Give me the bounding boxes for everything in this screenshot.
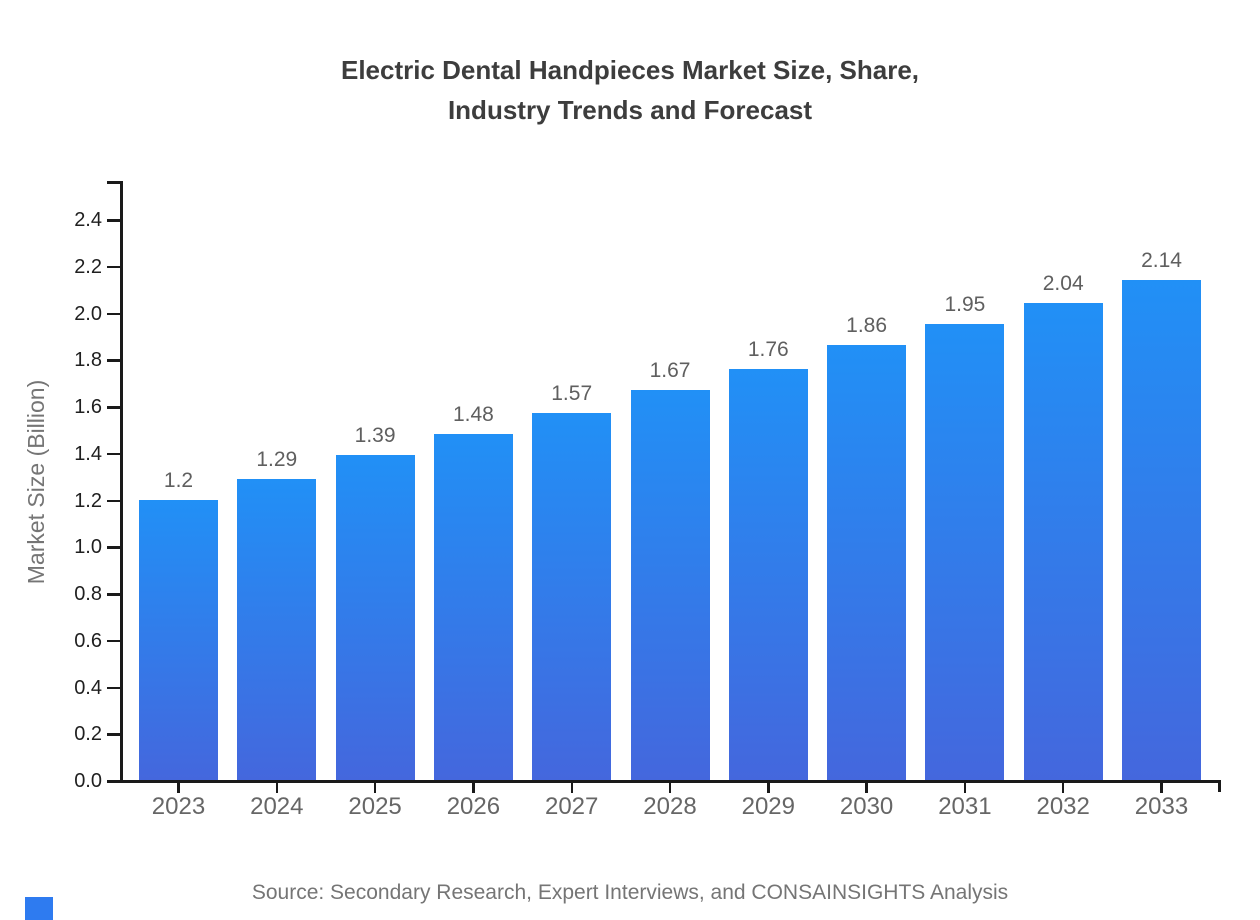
bar-value-label: 2.14 <box>1141 248 1182 272</box>
y-axis-tick <box>107 359 120 362</box>
bar-2033 <box>1122 279 1201 780</box>
y-axis-tick <box>107 546 120 549</box>
y-axis-tick <box>107 312 120 315</box>
x-axis-tick-label: 2024 <box>250 793 304 820</box>
chart-title-line-1: Electric Dental Handpieces Market Size, … <box>340 55 920 85</box>
y-axis-tick-label: 2.0 <box>74 302 102 325</box>
x-axis-tick <box>570 781 573 793</box>
chart-title: Electric Dental Handpieces Market Size, … <box>0 50 1260 130</box>
y-axis-tick <box>107 406 120 409</box>
x-axis-tick-label: 2030 <box>839 793 894 820</box>
y-axis-tick-label: 0.0 <box>74 770 102 792</box>
x-axis-tick-label: 2028 <box>643 793 697 820</box>
y-axis-tick-label: 1.8 <box>74 349 102 372</box>
y-axis-tick-label: 1.4 <box>74 442 102 465</box>
x-axis-tick-label: 2026 <box>446 793 501 820</box>
y-axis-tick <box>107 499 120 502</box>
bar-2026 <box>433 434 513 780</box>
bar-2030 <box>827 345 907 780</box>
x-axis-tick-label: 2031 <box>938 793 992 820</box>
y-axis-tick-label: 2.2 <box>74 255 102 278</box>
y-axis-tick-label: 1.0 <box>74 536 102 559</box>
y-axis-tick-label: 0.4 <box>74 676 102 699</box>
y-axis-end-cap <box>107 181 120 184</box>
x-axis-tick-label: 2033 <box>1134 793 1189 820</box>
x-axis-end-cap <box>1218 780 1221 792</box>
y-axis-tick-label: 0.2 <box>74 723 102 746</box>
bar-value-label: 1.86 <box>846 314 888 338</box>
bar-value-label: 2.04 <box>1042 272 1084 296</box>
y-axis-line <box>120 181 123 781</box>
y-axis-tick <box>107 733 120 736</box>
y-axis-tick-label: 1.6 <box>74 396 102 418</box>
bar-value-label: 1.29 <box>256 447 298 471</box>
bar-value-label: 1.48 <box>452 403 494 427</box>
y-axis-tick <box>107 639 120 643</box>
y-axis-tick-label: 1.2 <box>74 489 102 512</box>
y-axis-tick <box>107 219 120 222</box>
bar-value-label: 1.76 <box>747 337 789 361</box>
y-axis-tick <box>107 686 120 689</box>
x-axis-tick <box>668 781 672 793</box>
y-axis-tick <box>107 265 120 269</box>
chart-title-line-2: Industry Trends and Forecast <box>447 95 813 125</box>
x-axis-tick <box>963 781 967 793</box>
x-axis-tick <box>373 781 377 793</box>
x-axis-tick-label: 2023 <box>151 793 206 820</box>
bar-value-label: 1.2 <box>163 468 194 492</box>
x-axis-tick <box>865 781 868 793</box>
bar-2023 <box>139 499 218 780</box>
x-axis-tick <box>472 781 475 793</box>
y-axis-tick-label: 0.6 <box>74 629 102 652</box>
x-axis-tick <box>177 781 180 793</box>
brand-mark <box>25 897 53 920</box>
y-axis-tick <box>107 780 120 783</box>
x-axis-tick-label: 2032 <box>1036 793 1090 820</box>
bar-value-label: 1.95 <box>944 293 986 317</box>
x-axis-tick <box>1061 781 1065 793</box>
x-axis-tick-label: 2029 <box>741 793 795 820</box>
bar-value-label: 1.39 <box>354 424 396 448</box>
bar-2025 <box>335 455 415 780</box>
x-axis-tick <box>767 781 770 793</box>
y-axis-tick <box>107 452 120 456</box>
bar-value-label: 1.57 <box>551 382 593 405</box>
bar-value-label: 1.67 <box>649 358 691 382</box>
bar-2029 <box>728 368 808 780</box>
bar-2027 <box>532 413 612 780</box>
bar-2032 <box>1023 303 1103 780</box>
bar-2028 <box>630 389 710 780</box>
x-axis-tick <box>1160 781 1163 793</box>
x-axis-tick <box>275 781 279 793</box>
bar-2024 <box>237 478 317 780</box>
y-axis-tick <box>107 593 120 596</box>
bar-2031 <box>925 324 1005 780</box>
x-axis-tick-label: 2025 <box>348 793 402 820</box>
source-note: Source: Secondary Research, Expert Inter… <box>251 881 1009 904</box>
y-axis-title: Market Size (Billion) <box>23 379 49 585</box>
x-axis-tick-label: 2027 <box>544 793 599 820</box>
y-axis-tick-label: 0.8 <box>74 583 102 605</box>
y-axis-tick-label: 2.4 <box>74 209 102 231</box>
